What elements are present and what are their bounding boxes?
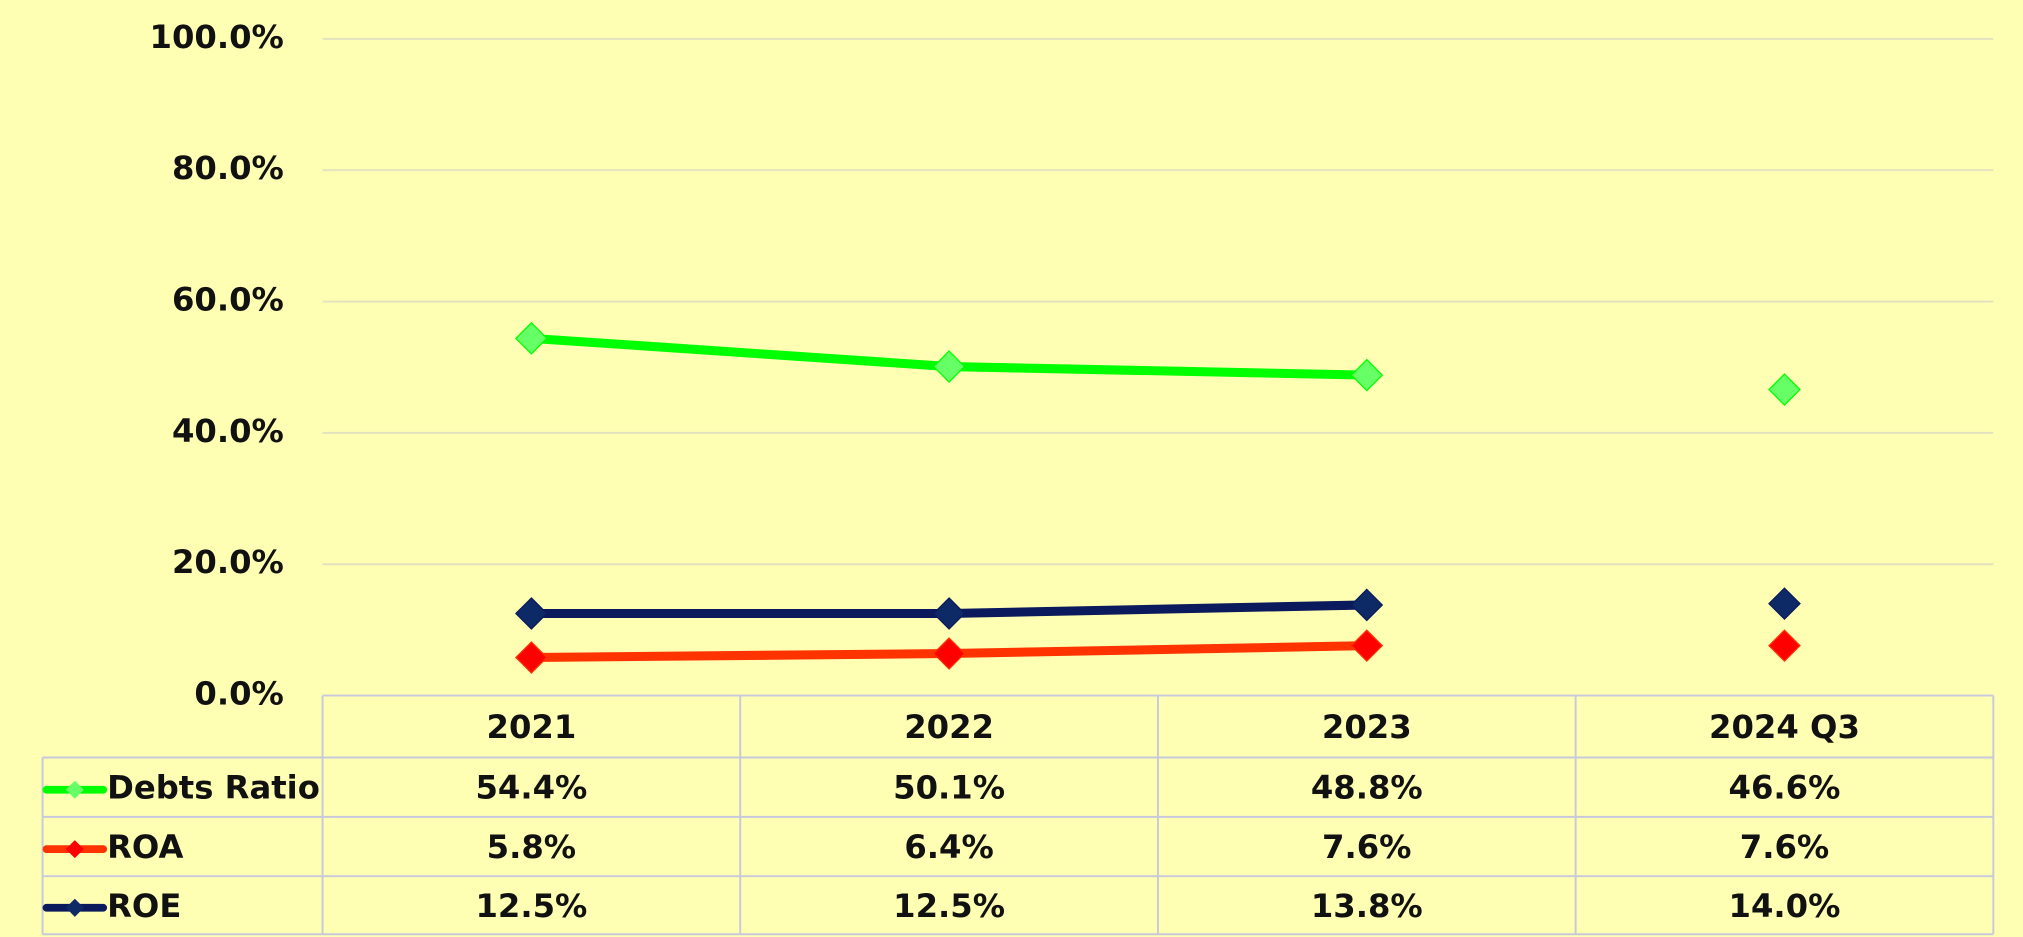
data-label: 5.8% (487, 828, 576, 866)
y-tick-label: 40.0% (172, 412, 284, 450)
y-tick-label: 20.0% (172, 543, 284, 581)
marker (932, 637, 966, 670)
marker (1768, 629, 1801, 663)
x-tick-label: 2022 (904, 708, 994, 746)
data-label: 13.8% (1311, 887, 1423, 925)
x-tick-label: 2021 (487, 708, 577, 746)
data-label: 12.5% (475, 887, 587, 925)
x-tick-label: 2024 Q3 (1709, 708, 1860, 746)
legend-marker (65, 898, 84, 917)
data-label: 54.4% (475, 769, 587, 807)
y-tick-label: 60.0% (172, 281, 284, 319)
marker (1768, 373, 1801, 406)
legend-marker (65, 840, 84, 859)
data-label: 46.6% (1729, 769, 1841, 807)
legend-marker (65, 780, 84, 799)
legend-label: Debts Ratio (107, 769, 320, 807)
legend-label: ROE (107, 887, 181, 925)
data-label: 50.1% (893, 769, 1005, 807)
data-label: 6.4% (904, 828, 993, 866)
data-label: 7.6% (1740, 828, 1829, 866)
legend-label: ROA (107, 828, 183, 866)
data-label: 7.6% (1322, 828, 1411, 866)
y-tick-label: 80.0% (172, 149, 284, 187)
marker (1350, 358, 1384, 392)
marker (514, 641, 548, 674)
data-label: 14.0% (1729, 887, 1841, 925)
marker (1350, 588, 1384, 622)
y-tick-label: 0.0% (194, 675, 283, 713)
data-label: 12.5% (893, 887, 1005, 925)
marker (1350, 629, 1384, 663)
data-label: 48.8% (1311, 769, 1423, 807)
y-tick-label: 100.0% (150, 18, 284, 56)
marker (514, 597, 548, 630)
marker (932, 597, 966, 630)
marker (514, 321, 548, 355)
marker (1768, 587, 1801, 621)
x-tick-label: 2023 (1322, 708, 1412, 746)
marker (932, 350, 966, 383)
